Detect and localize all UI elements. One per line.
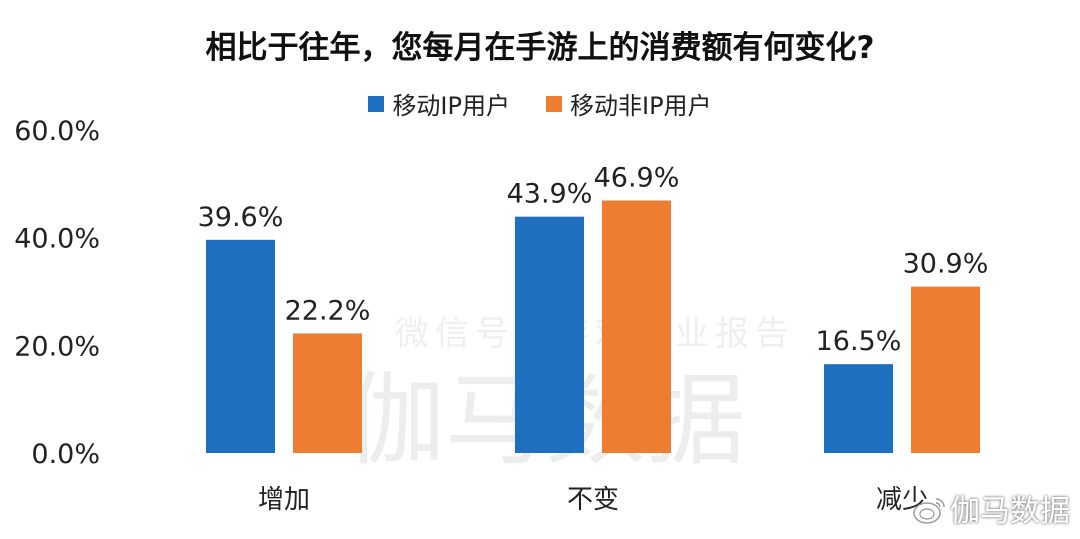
y-tick-label: 40.0% (14, 224, 100, 255)
legend-label-non-ip: 移动非IP用户 (570, 92, 712, 120)
weibo-icon (913, 498, 945, 524)
chart-title: 相比于往年，您每月在手游上的消费额有何变化? (205, 30, 875, 66)
legend: 移动IP用户 移动非IP用户 (0, 86, 1080, 121)
legend-label-ip: 移动IP用户 (392, 92, 510, 120)
bar (824, 364, 893, 453)
data-label: 46.9% (594, 163, 680, 194)
y-tick-label: 60.0% (14, 116, 100, 147)
data-label: 16.5% (816, 326, 902, 357)
legend-swatch-ip (368, 95, 385, 112)
data-label: 39.6% (198, 202, 284, 233)
bar (293, 333, 362, 453)
data-label: 30.9% (903, 249, 989, 280)
x-tick-label: 减少 (876, 485, 928, 515)
watermark-sub: 微信号：游戏产业报告 (395, 314, 795, 354)
bar (911, 286, 980, 453)
bar (602, 200, 671, 453)
data-label: 22.2% (285, 295, 371, 326)
bar (515, 216, 584, 453)
bar (206, 239, 275, 453)
y-tick-label: 0.0% (31, 439, 100, 470)
weibo-watermark-text: 伽马数据 (950, 494, 1070, 529)
legend-swatch-non-ip (546, 95, 562, 112)
x-tick-label: 增加 (258, 485, 310, 515)
x-tick-label: 不变 (567, 485, 619, 515)
legend-item-non-ip: 移动非IP用户 (546, 86, 712, 121)
y-tick-label: 20.0% (14, 331, 100, 362)
legend-item-ip: 移动IP用户 (368, 86, 510, 121)
data-label: 43.9% (507, 179, 593, 210)
